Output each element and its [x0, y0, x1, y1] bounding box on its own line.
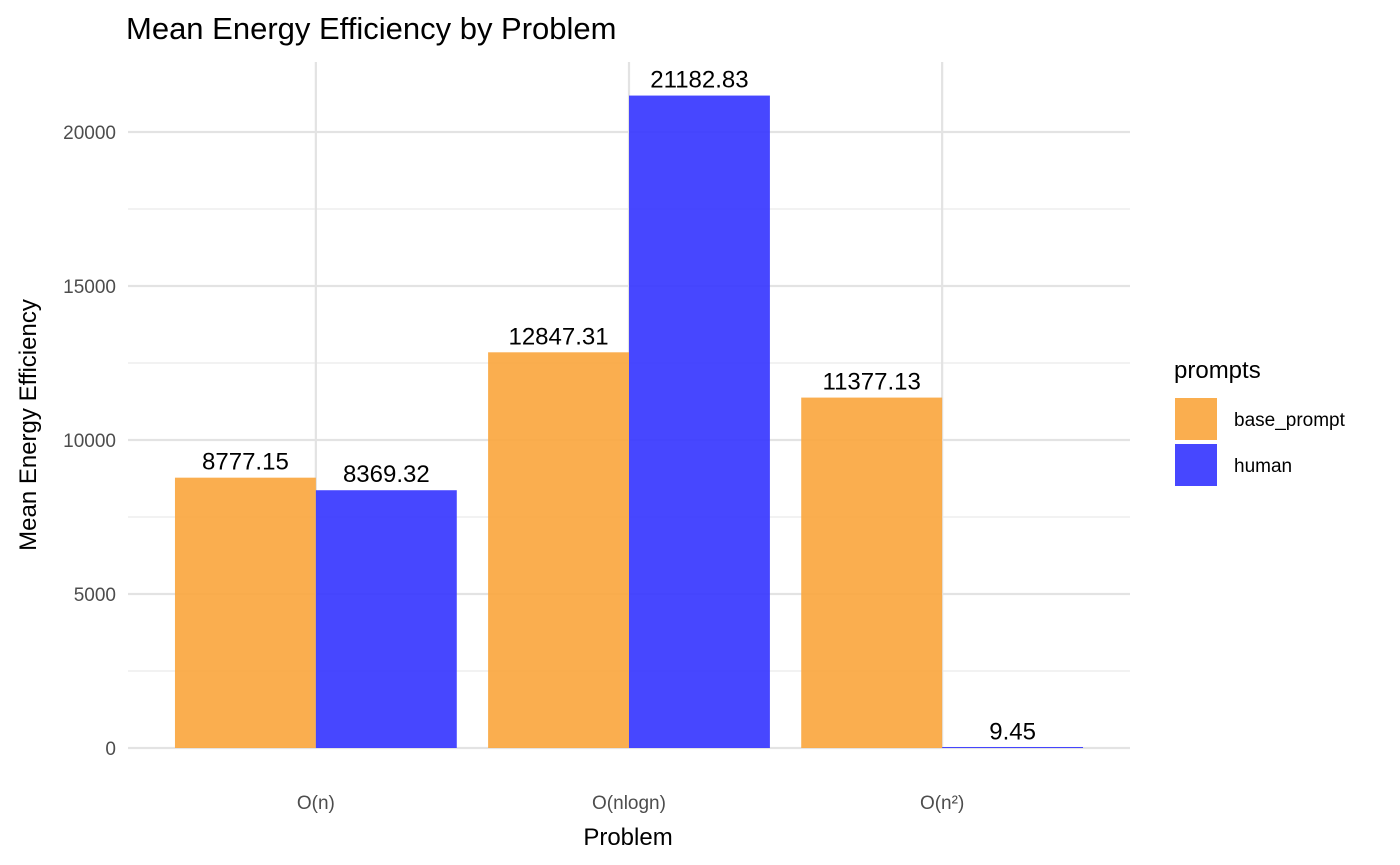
y-tick-label: 15000	[63, 277, 116, 298]
legend-title: prompts	[1174, 357, 1261, 384]
data-label: 11377.13	[823, 369, 921, 396]
x-tick-label: O(n)	[297, 793, 335, 814]
bar-base_prompt	[488, 352, 629, 748]
data-label: 9.45	[989, 719, 1036, 746]
bar-base_prompt	[174, 477, 316, 748]
chart-title: Mean Energy Efficiency by Problem	[126, 11, 617, 46]
y-axis: 0 5000 10000 15000 20000	[63, 123, 116, 760]
x-tick-label: O(nlogn)	[592, 793, 666, 814]
y-axis-title: Mean Energy Efficiency	[15, 299, 42, 551]
bars	[174, 95, 1084, 748]
data-labels: 8777.15 12847.31 11377.13 8369.32 21182.83 9.…	[202, 67, 1036, 746]
bar-base_prompt	[801, 397, 943, 748]
y-tick-label: 0	[105, 739, 116, 760]
bar-human	[942, 747, 1084, 748]
data-label: 8369.32	[343, 461, 430, 488]
legend-key	[1175, 444, 1217, 486]
x-tick-label: O(n²)	[920, 793, 964, 814]
y-tick-label: 20000	[63, 123, 116, 144]
y-tick-label: 5000	[74, 585, 116, 606]
x-axis-title: Problem	[583, 824, 672, 851]
legend-label: human	[1234, 456, 1292, 477]
legend-key	[1175, 398, 1217, 440]
bar-human	[315, 490, 457, 748]
x-axis: O(n) O(nlogn) O(n²)	[297, 793, 964, 814]
y-tick-label: 10000	[63, 431, 116, 452]
data-label: 21182.83	[650, 67, 748, 94]
data-label: 12847.31	[508, 323, 608, 350]
data-label: 8777.15	[202, 449, 289, 476]
bar-human	[629, 95, 770, 748]
legend-label: base_prompt	[1234, 410, 1346, 431]
